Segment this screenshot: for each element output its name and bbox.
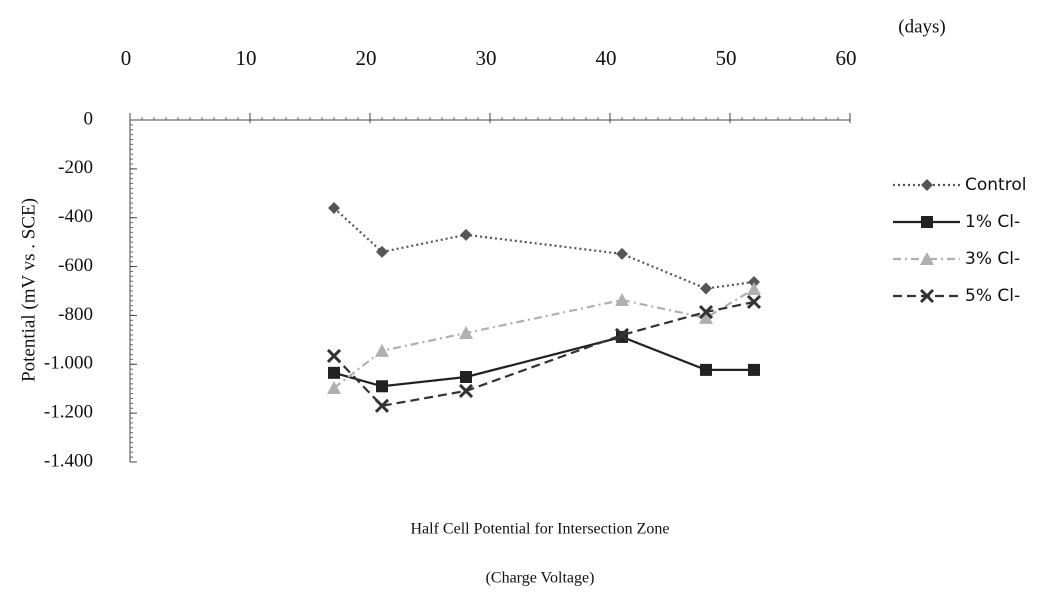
legend-label: 1% Cl- <box>965 212 1020 232</box>
point <box>747 282 761 296</box>
point <box>615 293 629 307</box>
x-tick-label: 30 <box>476 46 497 70</box>
point <box>328 201 340 214</box>
x-tick-label: 0 <box>121 46 132 70</box>
series-line <box>333 335 754 388</box>
legend-label: 3% Cl- <box>965 249 1020 269</box>
y-tick-label: -800 <box>58 304 93 325</box>
y-tick-label: -1.000 <box>44 353 93 374</box>
legend-marker <box>921 216 933 228</box>
point <box>376 380 388 393</box>
x-axis-label: (days) <box>898 16 945 37</box>
point <box>746 294 762 310</box>
legend-marker <box>920 252 934 265</box>
x-tick-label: 10 <box>236 46 257 70</box>
series-line <box>333 288 755 389</box>
y-tick-label: 0 <box>84 108 94 129</box>
point <box>698 304 714 320</box>
point <box>458 383 474 398</box>
legend-label: 5% Cl- <box>965 286 1020 306</box>
point <box>748 363 760 376</box>
y-tick-label: -600 <box>58 255 93 276</box>
series-line <box>333 300 755 407</box>
point <box>326 348 342 364</box>
point <box>700 363 712 376</box>
point <box>460 228 472 241</box>
x-tick-label: 60 <box>836 46 857 70</box>
point <box>614 327 630 343</box>
y-tick-label: -400 <box>58 206 93 227</box>
point <box>459 326 473 340</box>
point <box>374 398 390 413</box>
x-tick-label: 40 <box>596 46 617 70</box>
y-axis-label: Potential (mV vs . SCE) <box>18 198 39 382</box>
point <box>616 247 628 260</box>
y-tick-label: -1.200 <box>44 402 93 423</box>
x-tick-label: 50 <box>716 46 737 70</box>
point <box>327 380 341 394</box>
point <box>375 343 389 357</box>
chart-title: Half Cell Potential for Intersection Zon… <box>410 521 669 538</box>
legend-marker <box>919 288 935 304</box>
point <box>376 245 388 258</box>
series-line <box>333 207 755 290</box>
y-tick-label: -1.400 <box>44 450 93 471</box>
point <box>460 370 472 383</box>
legend-label: Control <box>965 175 1026 195</box>
x-tick-label: 20 <box>356 46 377 70</box>
chart-subtitle: (Charge Voltage) <box>486 570 595 587</box>
y-tick-label: -200 <box>58 157 93 178</box>
legend-marker <box>921 179 933 191</box>
point <box>699 310 713 324</box>
point <box>748 275 760 288</box>
point <box>328 366 340 379</box>
point <box>700 282 712 295</box>
